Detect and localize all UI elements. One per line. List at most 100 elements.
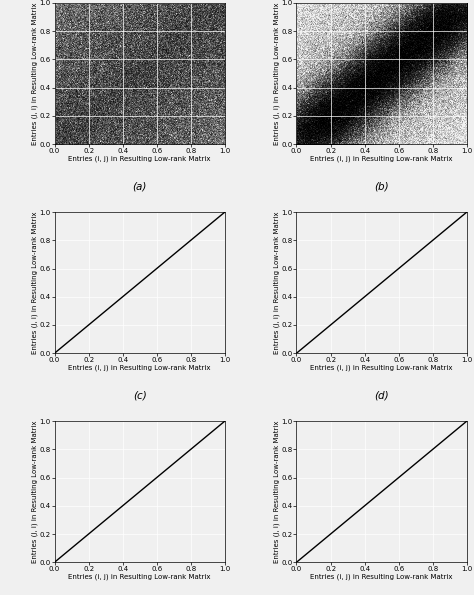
Point <box>317 118 325 128</box>
Point <box>126 0 134 8</box>
Point <box>360 50 367 60</box>
Point <box>82 89 90 98</box>
Point <box>320 95 328 105</box>
Point <box>207 23 215 33</box>
Point <box>73 79 81 89</box>
Point <box>302 112 310 122</box>
Point <box>181 11 188 21</box>
Point <box>308 104 315 113</box>
Point <box>196 123 204 133</box>
Point <box>194 77 201 87</box>
Point <box>403 92 411 101</box>
Point <box>437 4 445 13</box>
Point <box>463 3 471 12</box>
Point <box>114 99 121 109</box>
Point <box>315 118 323 127</box>
Point <box>96 121 103 130</box>
Point <box>439 0 447 8</box>
Point <box>162 71 169 81</box>
Point <box>143 93 151 102</box>
Point <box>463 10 471 20</box>
Point <box>351 26 358 35</box>
Point <box>406 30 413 39</box>
Point <box>154 26 161 35</box>
Point <box>175 85 183 95</box>
Point <box>121 54 128 64</box>
Point <box>66 63 73 73</box>
Point <box>134 131 141 140</box>
Point <box>111 47 119 57</box>
Point <box>356 104 363 113</box>
Point <box>391 64 398 74</box>
Point <box>338 114 346 123</box>
Point <box>379 42 386 52</box>
Point <box>69 85 76 95</box>
Point <box>366 84 374 94</box>
Point <box>300 121 308 131</box>
Point <box>390 45 398 54</box>
Point <box>377 42 385 52</box>
Point <box>144 107 152 117</box>
Point <box>309 5 316 15</box>
Point <box>416 111 424 120</box>
Point <box>147 117 155 127</box>
Point <box>171 15 179 25</box>
Point <box>169 51 177 60</box>
Point <box>155 18 162 27</box>
Point <box>459 0 467 9</box>
Point <box>91 77 99 86</box>
Point <box>328 94 336 104</box>
Point <box>328 126 336 136</box>
Point <box>316 103 323 112</box>
Point <box>454 8 461 18</box>
Point <box>375 60 383 70</box>
Point <box>405 0 412 8</box>
Point <box>375 90 383 100</box>
Point <box>104 76 111 86</box>
Point <box>171 110 179 120</box>
Point <box>116 48 124 57</box>
Point <box>320 95 328 104</box>
Point <box>321 124 329 133</box>
Point <box>199 27 207 36</box>
Point <box>128 79 136 88</box>
Point <box>340 121 347 130</box>
Point <box>73 53 81 62</box>
Point <box>379 52 387 62</box>
Point <box>66 8 73 17</box>
Point <box>61 121 69 130</box>
Point <box>369 64 377 73</box>
Point <box>389 86 396 95</box>
Point <box>108 45 115 55</box>
Point <box>404 33 412 43</box>
Point <box>87 12 94 21</box>
Point <box>457 70 465 80</box>
Point <box>401 102 408 111</box>
Point <box>442 64 449 74</box>
Point <box>210 29 217 39</box>
Point <box>463 20 471 29</box>
Point <box>351 83 359 92</box>
Point <box>419 62 427 71</box>
Point <box>318 128 325 137</box>
Point <box>61 115 68 124</box>
Point <box>119 88 127 98</box>
Point <box>322 102 330 112</box>
Point <box>419 18 427 28</box>
Point <box>412 90 420 100</box>
Point <box>99 128 107 137</box>
Point <box>292 139 300 149</box>
Point <box>455 17 462 26</box>
Point <box>410 45 417 55</box>
Point <box>404 57 411 67</box>
Point <box>61 90 69 99</box>
Point <box>184 43 191 52</box>
Point <box>408 37 415 47</box>
Point <box>182 82 190 91</box>
Point <box>167 95 174 104</box>
Point <box>157 120 165 130</box>
Point <box>441 7 449 16</box>
Point <box>114 114 121 124</box>
Point <box>449 30 456 39</box>
Point <box>169 126 177 136</box>
